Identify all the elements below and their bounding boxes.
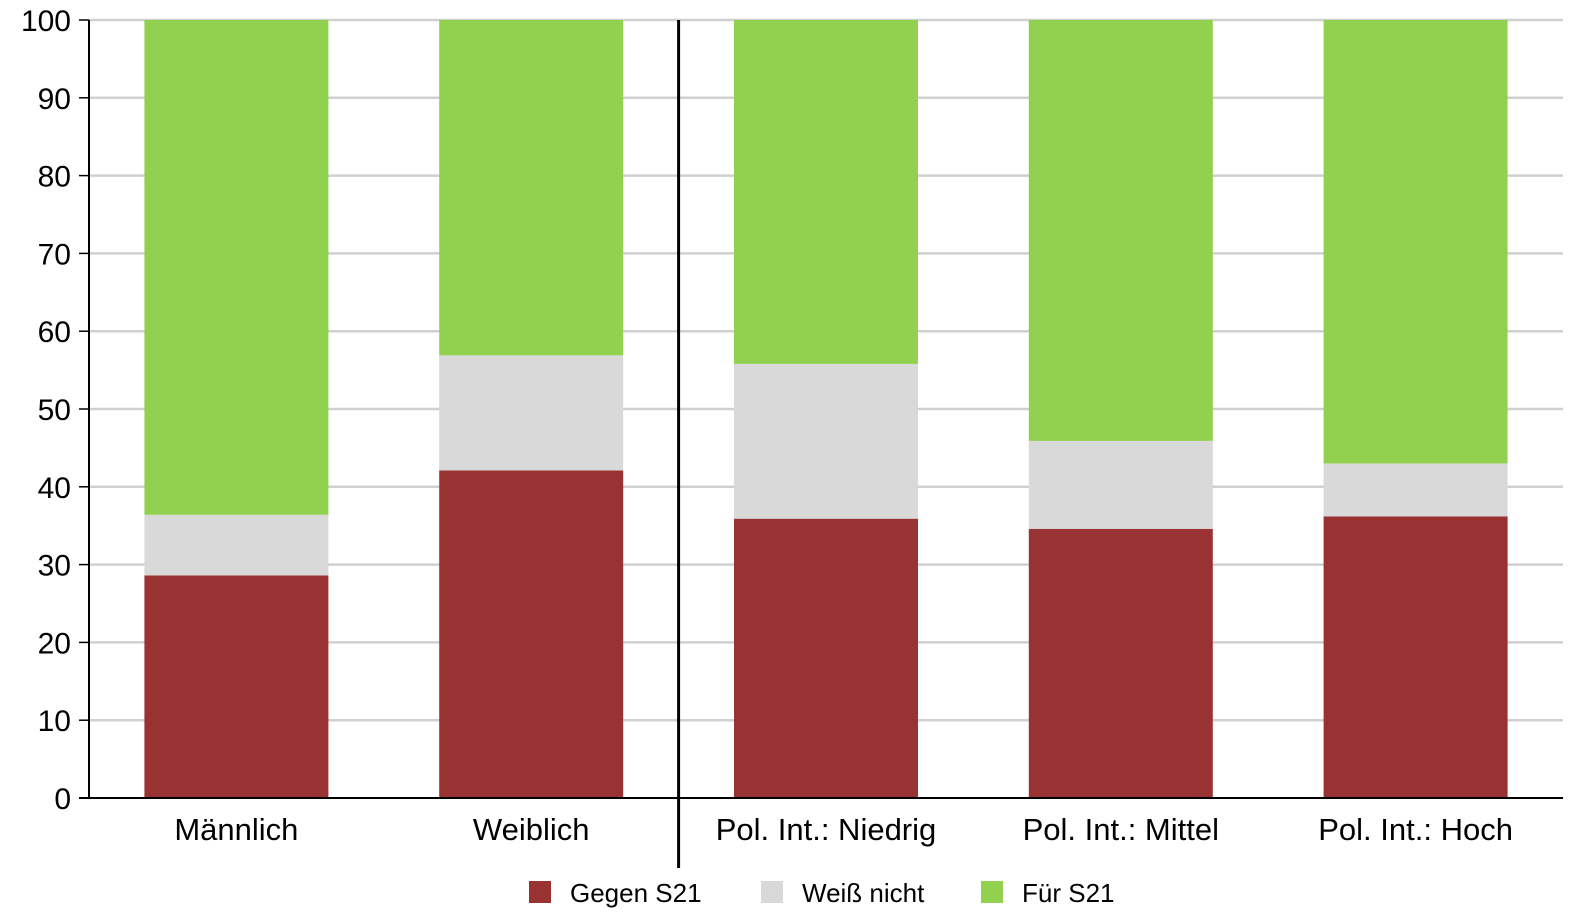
bar-segment	[1028, 20, 1213, 441]
y-tick-label: 30	[38, 550, 71, 583]
legend-label: Gegen S21	[570, 878, 702, 908]
y-axis-ticks: 0 10 20 30 40 50 60 70 80 90 100	[21, 5, 89, 816]
bar-segment	[1028, 440, 1213, 529]
x-axis-labels: Männlich Weiblich Pol. Int.: Niedrig Pol. I…	[174, 812, 1513, 847]
y-tick-label: 10	[38, 705, 71, 738]
bar-segment	[439, 20, 624, 356]
legend-swatch	[529, 881, 551, 903]
bar-segment	[734, 20, 918, 364]
bar-segment	[144, 514, 329, 576]
y-tick-label: 80	[38, 161, 71, 194]
bar-segment	[439, 470, 624, 798]
x-tick-label: Weiblich	[473, 812, 590, 847]
legend-swatch	[761, 881, 783, 903]
y-tick-label: 50	[38, 394, 71, 427]
x-tick-label: Pol. Int.: Mittel	[1023, 812, 1219, 847]
bar-segment	[144, 575, 329, 798]
y-tick-label: 100	[21, 5, 71, 38]
y-tick-label: 70	[38, 238, 71, 271]
bar-segment	[1028, 528, 1213, 798]
bar-segment	[1323, 463, 1508, 517]
legend-swatch	[981, 881, 1003, 903]
y-tick-label: 20	[38, 627, 71, 660]
bar-segment	[1323, 20, 1508, 464]
bar-segment	[144, 20, 329, 515]
bar-segment	[1323, 516, 1508, 798]
y-tick-label: 40	[38, 472, 71, 505]
bars	[144, 20, 1508, 798]
bar-segment	[439, 355, 624, 471]
bar-segment	[734, 518, 918, 798]
y-tick-label: 90	[38, 83, 71, 116]
legend-label: Weiß nicht	[802, 878, 925, 908]
x-tick-label: Pol. Int.: Hoch	[1318, 812, 1513, 847]
y-tick-label: 60	[38, 316, 71, 349]
legend: Gegen S21 Weiß nicht Für S21	[529, 878, 1115, 908]
x-tick-label: Männlich	[174, 812, 298, 847]
y-tick-label: 0	[54, 783, 71, 816]
legend-label: Für S21	[1022, 878, 1115, 908]
x-tick-label: Pol. Int.: Niedrig	[716, 812, 937, 847]
bar-segment	[734, 363, 918, 519]
